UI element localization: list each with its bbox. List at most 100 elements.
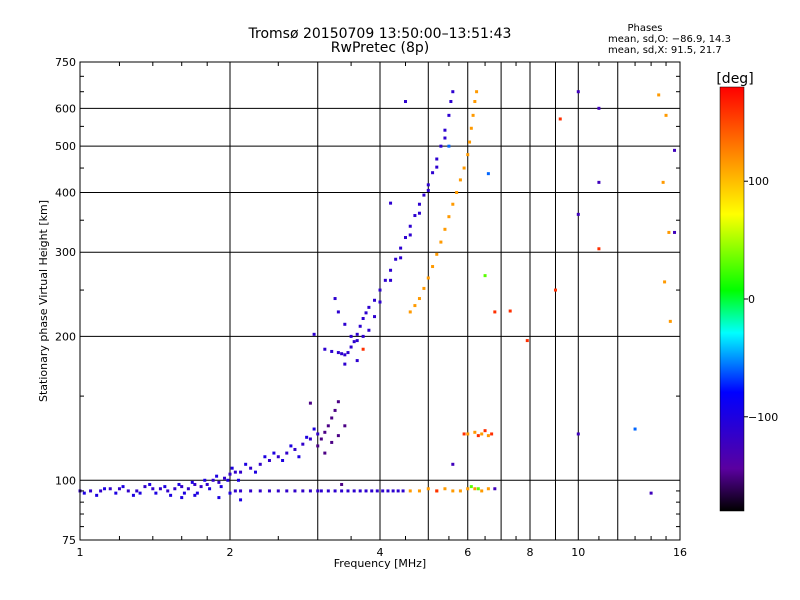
- data-point: [215, 474, 219, 478]
- data-point: [236, 478, 240, 482]
- data-point: [166, 489, 170, 493]
- data-point: [182, 491, 186, 495]
- data-point: [361, 316, 365, 320]
- data-point: [239, 470, 243, 474]
- data-point: [422, 193, 426, 197]
- data-point: [558, 117, 562, 121]
- data-point: [258, 462, 262, 466]
- data-point: [417, 297, 421, 301]
- data-point: [253, 470, 257, 474]
- data-point: [408, 233, 412, 237]
- data-point: [447, 215, 451, 219]
- data-point: [343, 424, 347, 428]
- y-axis-label: Stationary phase Virtual Height [km]: [37, 200, 50, 402]
- phase-stats-x: mean, sd,X: 91.5, 21.7: [608, 45, 722, 56]
- data-point: [413, 304, 417, 308]
- data-point: [226, 478, 230, 482]
- data-point: [154, 491, 158, 495]
- data-point: [443, 128, 447, 132]
- y-tick-label: 300: [55, 246, 76, 259]
- data-point: [326, 489, 330, 493]
- y-tick-label: 750: [55, 56, 76, 69]
- data-point: [508, 309, 512, 313]
- data-point: [389, 278, 393, 282]
- data-point: [367, 328, 371, 332]
- data-point: [336, 310, 340, 314]
- data-point: [370, 489, 374, 493]
- data-point: [312, 427, 316, 431]
- data-point: [462, 432, 466, 436]
- data-point: [131, 493, 135, 497]
- data-point: [473, 487, 477, 491]
- data-point: [190, 480, 194, 484]
- phase-stats-o: mean, sd,O: −86.9, 14.3: [608, 34, 731, 45]
- data-point: [661, 180, 665, 184]
- data-point: [417, 489, 421, 493]
- data-point: [389, 201, 393, 205]
- data-point: [281, 458, 285, 462]
- data-point: [378, 300, 382, 304]
- data-point: [205, 482, 209, 486]
- x-axis-label: Frequency [MHz]: [334, 557, 426, 570]
- data-point: [364, 489, 368, 493]
- data-point: [114, 491, 118, 495]
- data-point: [301, 489, 305, 493]
- data-point: [211, 478, 215, 482]
- data-point: [476, 434, 480, 438]
- data-point: [367, 305, 371, 309]
- data-point: [417, 211, 421, 215]
- data-point: [391, 489, 395, 493]
- data-point: [426, 188, 430, 192]
- data-point: [323, 430, 327, 434]
- data-point: [148, 482, 152, 486]
- data-point: [493, 487, 497, 491]
- colorbar: [719, 86, 745, 512]
- data-point: [373, 298, 377, 302]
- data-point: [396, 489, 400, 493]
- data-point: [333, 489, 337, 493]
- data-point: [476, 487, 480, 491]
- data-point: [169, 493, 173, 497]
- data-point: [451, 462, 455, 466]
- data-point: [480, 489, 484, 493]
- data-point: [99, 489, 103, 493]
- data-point: [151, 487, 155, 491]
- data-point: [199, 485, 203, 489]
- data-point: [435, 165, 439, 169]
- data-point: [486, 487, 490, 491]
- data-point: [473, 430, 477, 434]
- data-point: [285, 489, 289, 493]
- data-point: [447, 113, 451, 117]
- data-point: [217, 480, 221, 484]
- x-tick-label: 1: [77, 546, 84, 559]
- data-point: [451, 202, 455, 206]
- data-point: [95, 493, 99, 497]
- data-point: [480, 432, 484, 436]
- data-point: [239, 489, 243, 493]
- data-point: [336, 351, 340, 355]
- data-point: [663, 280, 667, 284]
- x-tick-label: 16: [673, 546, 687, 559]
- data-point: [233, 489, 237, 493]
- data-point: [346, 489, 350, 493]
- data-point: [228, 472, 232, 476]
- data-point: [373, 315, 377, 319]
- data-point: [439, 144, 443, 148]
- data-point: [343, 322, 347, 326]
- data-point: [468, 140, 472, 144]
- data-point: [466, 487, 470, 491]
- data-point: [233, 470, 237, 474]
- data-point: [466, 153, 470, 157]
- data-point: [276, 489, 280, 493]
- data-point: [305, 435, 309, 439]
- data-point: [336, 400, 340, 404]
- data-point: [439, 240, 443, 244]
- data-point: [443, 487, 447, 491]
- data-point: [451, 90, 455, 94]
- data-point: [180, 496, 184, 500]
- data-point: [483, 274, 487, 278]
- data-point: [443, 227, 447, 231]
- data-point: [177, 482, 181, 486]
- data-point: [576, 432, 580, 436]
- data-point: [649, 491, 653, 495]
